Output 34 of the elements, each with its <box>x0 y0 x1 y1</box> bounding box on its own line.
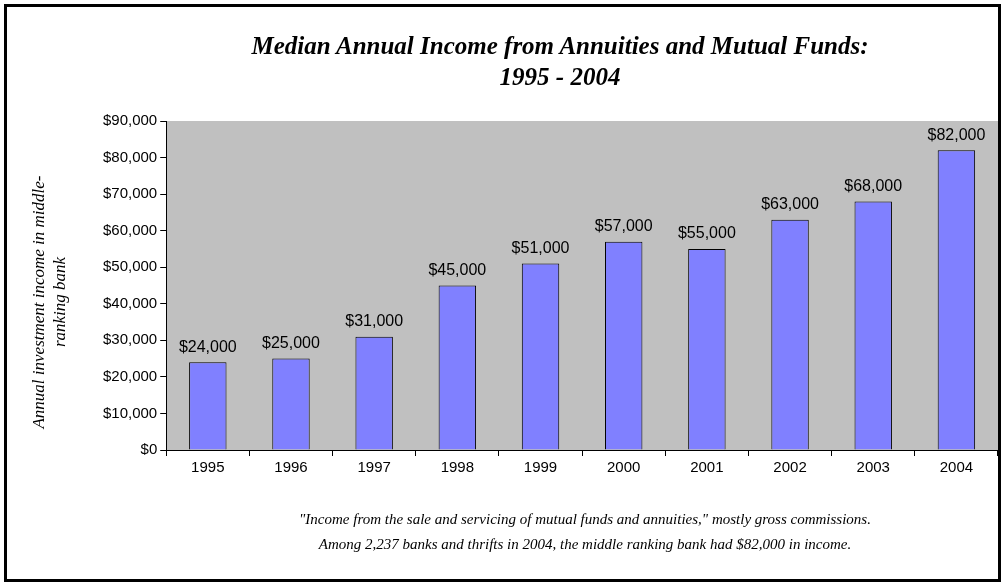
y-tick-label: $60,000 <box>102 220 158 238</box>
text: Among 2,237 banks and thrifts in 2004, the middle ranking bank had $82,000 in income. <box>318 536 852 552</box>
data-label: $68,000 <box>844 176 903 194</box>
y-tick-label: $0 <box>140 440 158 458</box>
y-tick-label: $20,000 <box>102 367 158 385</box>
x-tick-label: 2003 <box>856 458 890 476</box>
y-axis-title: Annual investment income in middle-ranking bank <box>28 174 70 432</box>
data-label: $31,000 <box>345 312 404 330</box>
chart-title: Median Annual Income from Annuities and Mutual Funds: 1995 - 2004 <box>250 31 870 92</box>
x-tick-label: 2004 <box>939 458 974 476</box>
y-tick-label: $70,000 <box>102 184 158 202</box>
data-label: $82,000 <box>927 125 986 143</box>
y-tick-label: $10,000 <box>102 403 158 421</box>
y-tick-label: $40,000 <box>102 293 158 311</box>
x-tick-label: 2000 <box>607 458 641 476</box>
y-tick-label: $30,000 <box>102 330 158 348</box>
x-tick-label: 1998 <box>440 458 475 476</box>
x-tick-label: 1999 <box>523 458 558 476</box>
data-label: $51,000 <box>511 238 570 256</box>
x-tick-label: 1997 <box>357 458 391 476</box>
x-tick-label: 2002 <box>773 458 807 476</box>
y-tick-label: $80,000 <box>102 147 158 165</box>
y-tick-label: $50,000 <box>102 257 158 275</box>
data-label: $24,000 <box>178 337 237 355</box>
x-tick-label: 1995 <box>191 458 225 476</box>
y-tick-label: $90,000 <box>102 111 158 129</box>
data-label: $55,000 <box>677 224 736 242</box>
data-label: $45,000 <box>428 260 487 278</box>
data-label: $63,000 <box>761 195 820 213</box>
text: "Income from the sale and servicing of mutual funds and annuities," mostly gross commissions. <box>299 511 871 527</box>
x-tick-label: 2001 <box>690 458 724 476</box>
data-label: $57,000 <box>594 217 653 235</box>
x-tick-label: 1996 <box>274 458 308 476</box>
data-label: $25,000 <box>262 334 320 352</box>
